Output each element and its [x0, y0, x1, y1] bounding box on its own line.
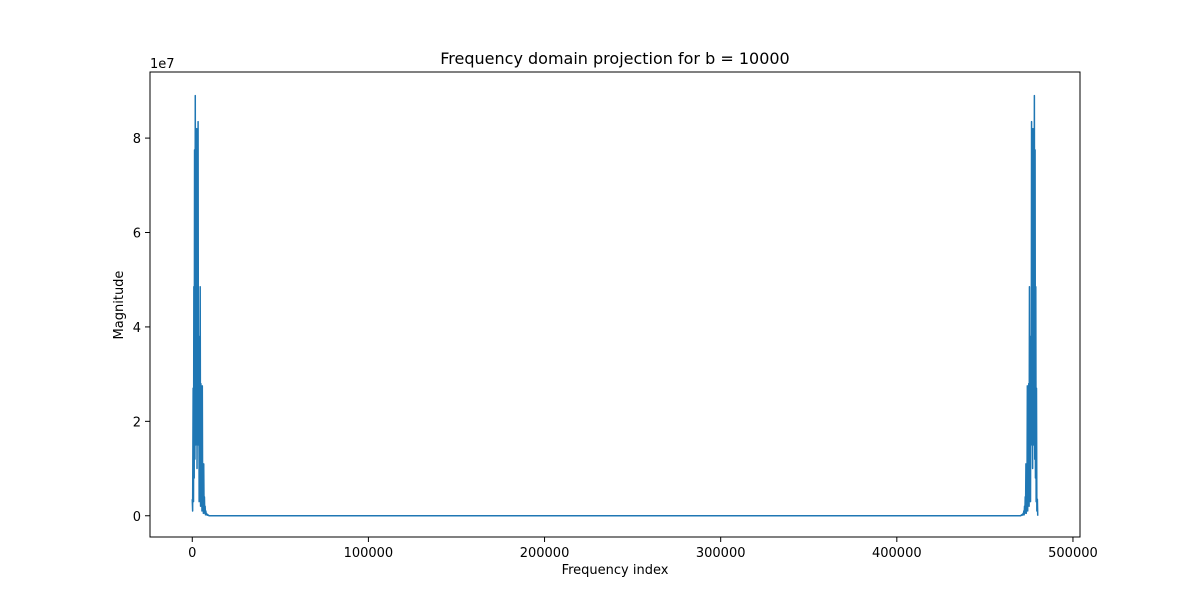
y-axis-label: Magnitude — [112, 271, 127, 340]
y-tick-label: 8 — [133, 132, 141, 147]
x-tick-label: 400000 — [872, 546, 922, 561]
x-tick-label: 100000 — [344, 546, 394, 561]
y-tick-label: 0 — [133, 510, 141, 525]
y-tick-label: 6 — [133, 227, 141, 242]
y-tick-label: 4 — [133, 321, 141, 336]
x-axis-label: Frequency index — [562, 563, 669, 578]
plot-area: 0 100000 200000 300000 400000 500000 0 2 4 6 8 — [133, 71, 1098, 561]
x-tick-label: 200000 — [520, 546, 570, 561]
series-line-0 — [191, 94, 1039, 517]
x-tick-label: 300000 — [696, 546, 746, 561]
x-tick-label: 500000 — [1048, 546, 1098, 561]
chart-title: Frequency domain projection for b = 1000… — [440, 49, 789, 68]
axes-frame — [149, 71, 1081, 538]
y-scale-label: 1e7 — [150, 57, 175, 72]
y-tick-label: 2 — [133, 415, 141, 430]
x-tick-label: 0 — [188, 546, 196, 561]
